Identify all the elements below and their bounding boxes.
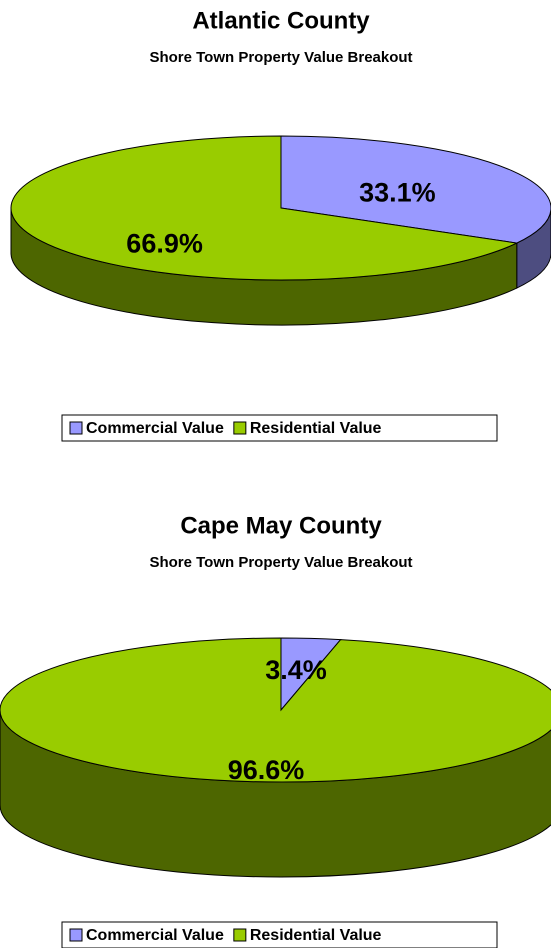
chart-title: Atlantic County bbox=[192, 7, 370, 34]
chart-subtitle: Shore Town Property Value Breakout bbox=[149, 49, 412, 66]
pie-slice bbox=[0, 637, 551, 783]
legend-box bbox=[61, 414, 498, 442]
legend-swatch bbox=[69, 928, 83, 942]
data-label: 33.1% bbox=[359, 178, 436, 208]
data-label: 96.6% bbox=[228, 755, 305, 785]
legend-box bbox=[61, 921, 498, 948]
legend-label: Residential Value bbox=[250, 420, 382, 437]
data-label: 3.4% bbox=[265, 655, 327, 685]
legend-label: Commercial Value bbox=[86, 927, 224, 944]
chart-subtitle: Shore Town Property Value Breakout bbox=[149, 554, 412, 571]
chart-title: Cape May County bbox=[180, 512, 382, 539]
legend-swatch bbox=[233, 421, 247, 435]
data-label: 66.9% bbox=[126, 229, 203, 259]
pie-slice bbox=[10, 135, 519, 281]
legend-swatch bbox=[69, 421, 83, 435]
legend-label: Residential Value bbox=[250, 927, 382, 944]
legend-swatch bbox=[233, 928, 247, 942]
pie-slice bbox=[280, 135, 551, 244]
legend-label: Commercial Value bbox=[86, 420, 224, 437]
